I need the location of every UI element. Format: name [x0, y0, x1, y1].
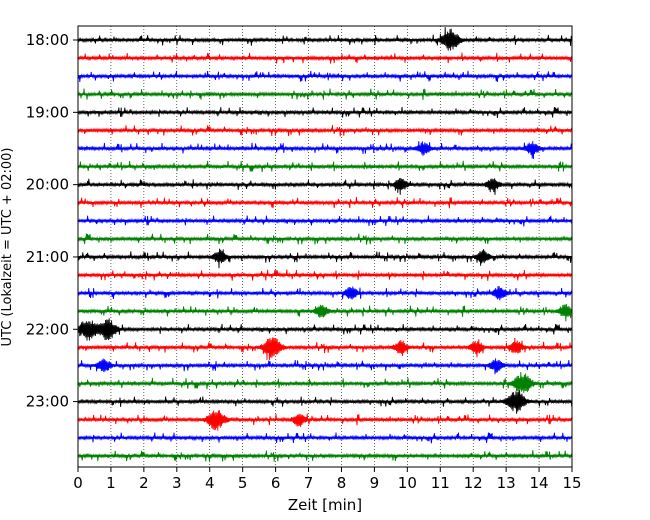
- trace-23-15: [77, 410, 573, 431]
- y-tick-label: 18:00: [26, 31, 69, 49]
- trace-signal: [77, 432, 573, 444]
- trace-signal: [77, 248, 573, 269]
- y-axis-ticks: 18:00 19:00 20:00 21:00 22:00 23:00: [26, 31, 78, 411]
- x-tick-label: 0: [73, 474, 83, 492]
- x-tick-label: 15: [562, 474, 581, 492]
- trace-21-45: [77, 304, 573, 322]
- x-tick-label: 13: [497, 474, 516, 492]
- x-axis-label: Zeit [min]: [288, 496, 362, 514]
- trace-22-45: [77, 371, 573, 393]
- trace-signal: [77, 141, 573, 159]
- trace-21-00: [77, 248, 573, 269]
- trace-signal: [77, 160, 573, 173]
- trace-21-30: [77, 286, 573, 301]
- x-tick-label: 1: [106, 474, 116, 492]
- trace-18-30: [77, 70, 573, 83]
- plot-border: [77, 25, 573, 468]
- x-tick-label: 6: [271, 474, 281, 492]
- trace-signal: [77, 70, 573, 83]
- x-tick-label: 7: [304, 474, 314, 492]
- y-tick-label: 22:00: [26, 320, 69, 338]
- trace-signal: [77, 286, 573, 301]
- y-axis-label: UTC (Lokalzeit = UTC + 02:00): [0, 148, 15, 347]
- trace-signal: [77, 450, 573, 462]
- trace-19-15: [77, 124, 573, 137]
- y-tick-label: 23:00: [26, 393, 69, 411]
- x-tick-label: 9: [370, 474, 380, 492]
- trace-19-45: [77, 160, 573, 173]
- y-tick-label: 19:00: [26, 103, 69, 121]
- trace-22-30: [77, 358, 573, 375]
- trace-23-45: [77, 450, 573, 462]
- trace-20-30: [77, 215, 573, 227]
- x-tick-label: 11: [431, 474, 450, 492]
- trace-19-30: [77, 141, 573, 159]
- x-tick-label: 4: [205, 474, 215, 492]
- trace-signal: [77, 88, 573, 100]
- trace-23-30: [77, 432, 573, 444]
- trace-signal: [77, 233, 573, 245]
- trace-signal: [77, 337, 573, 361]
- x-axis-ticks: 0 1 2 3 4 5 6 7 8 9 10 11 12 13 14 15: [73, 467, 582, 492]
- x-tick-label: 2: [139, 474, 149, 492]
- trace-19-00: [77, 106, 573, 118]
- trace-22-00: [77, 318, 573, 341]
- trace-20-00: [77, 177, 573, 195]
- y-tick-label: 21:00: [26, 248, 69, 266]
- plot-frame: [77, 25, 573, 468]
- trace-23-00: [77, 390, 573, 414]
- trace-20-15: [77, 196, 573, 209]
- trace-22-15: [77, 337, 573, 361]
- trace-signal: [77, 371, 573, 393]
- trace-signal: [77, 27, 573, 51]
- trace-21-15: [77, 269, 573, 281]
- x-tick-label: 10: [398, 474, 417, 492]
- trace-20-45: [77, 233, 573, 245]
- trace-signal: [77, 106, 573, 118]
- trace-signal: [77, 52, 573, 64]
- trace-signal: [77, 410, 573, 431]
- trace-signal: [77, 318, 573, 341]
- trace-18-00: [77, 27, 573, 51]
- trace-signal: [77, 390, 573, 414]
- trace-18-15: [77, 52, 573, 64]
- x-tick-label: 8: [337, 474, 347, 492]
- x-tick-label: 12: [464, 474, 483, 492]
- trace-signal: [77, 196, 573, 209]
- y-tick-label: 20:00: [26, 176, 69, 194]
- trace-signal: [77, 304, 573, 322]
- trace-group: [77, 27, 573, 462]
- trace-18-45: [77, 88, 573, 100]
- x-tick-label: 3: [172, 474, 182, 492]
- trace-signal: [77, 269, 573, 281]
- x-tick-label: 14: [530, 474, 549, 492]
- x-tick-label: 5: [238, 474, 248, 492]
- trace-signal: [77, 358, 573, 375]
- trace-signal: [77, 124, 573, 137]
- trace-signal: [77, 177, 573, 195]
- trace-signal: [77, 215, 573, 227]
